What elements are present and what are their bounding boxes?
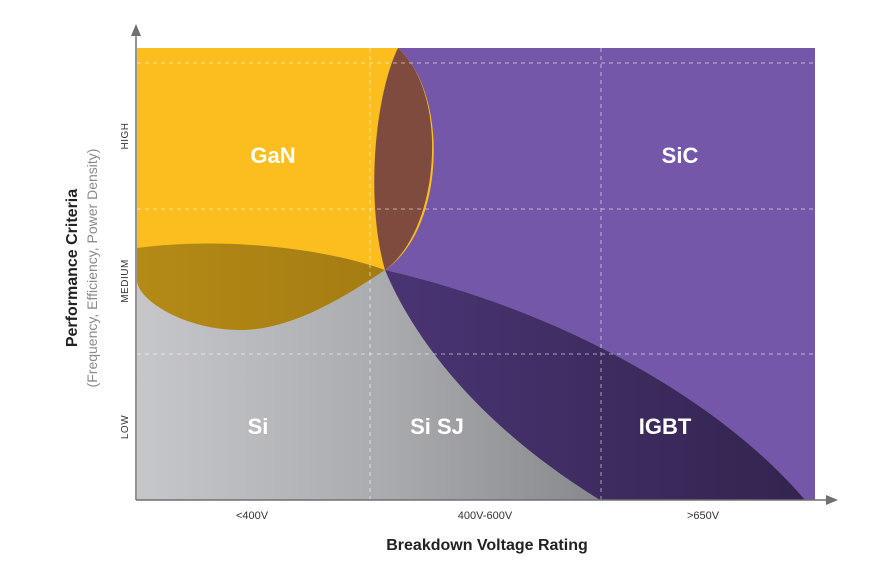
grid-lines (137, 48, 815, 500)
x-tick-label: 400V-600V (458, 510, 513, 522)
x-axis-arrow-icon (826, 495, 838, 505)
si-label: Si (248, 414, 269, 439)
x-tick-label: <400V (236, 510, 269, 522)
gan-sic-overlap (374, 48, 433, 270)
x-tick-label: >650V (687, 510, 720, 522)
axes (135, 30, 832, 501)
gan-label: GaN (250, 143, 295, 168)
y-level-label: LOW (120, 415, 131, 439)
sic-label: SiC (662, 143, 699, 168)
y-axis-title: Performance Criteria (64, 189, 81, 347)
y-level-label: HIGH (120, 123, 131, 150)
y-axis-subtitle: (Frequency, Efficiency, Power Density) (84, 149, 100, 388)
x-axis-title: Breakdown Voltage Rating (386, 537, 588, 554)
igbt-region (385, 270, 805, 500)
y-axis-arrow-icon (131, 24, 141, 36)
igbt-label: IGBT (639, 414, 692, 439)
si-sj-label: Si SJ (410, 414, 464, 439)
y-level-label: MEDIUM (120, 259, 131, 303)
sic-region (385, 48, 815, 500)
